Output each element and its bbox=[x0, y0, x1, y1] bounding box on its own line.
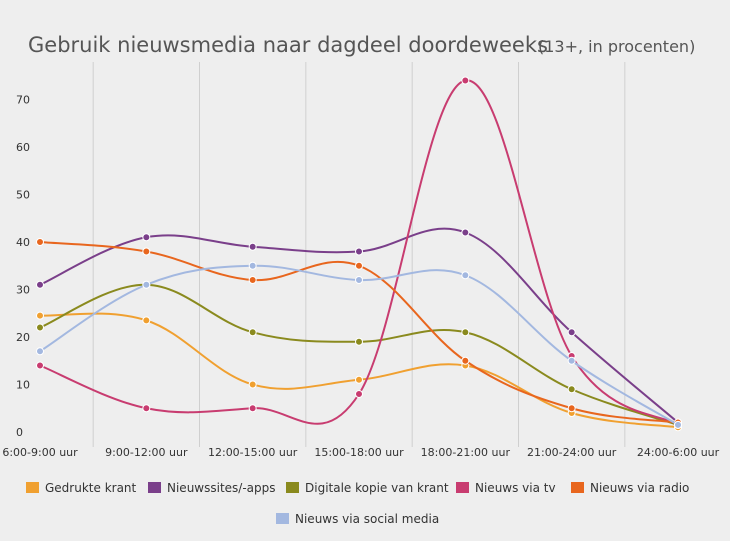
data-point bbox=[355, 337, 363, 346]
data-point bbox=[142, 404, 151, 413]
series-group bbox=[36, 76, 682, 432]
legend-item: Gedrukte krant bbox=[26, 481, 137, 495]
legend-label: Nieuws via social media bbox=[295, 512, 439, 526]
data-point bbox=[567, 385, 576, 394]
series bbox=[36, 238, 682, 427]
y-tick-label: 10 bbox=[16, 379, 30, 392]
x-tick-label: 21:00-24:00 uur bbox=[527, 446, 617, 459]
data-point bbox=[461, 76, 470, 85]
legend-swatch bbox=[456, 482, 469, 493]
data-point bbox=[142, 233, 151, 242]
data-point bbox=[461, 271, 470, 280]
series bbox=[36, 280, 682, 429]
legend-label: Nieuws via radio bbox=[590, 481, 689, 495]
legend-item: Nieuwssites/-apps bbox=[148, 481, 276, 495]
data-point bbox=[567, 356, 576, 365]
data-point bbox=[142, 247, 151, 256]
data-point bbox=[461, 328, 470, 337]
y-tick-label: 50 bbox=[16, 189, 30, 202]
data-point bbox=[355, 375, 363, 384]
y-tick-label: 20 bbox=[16, 331, 30, 344]
data-point bbox=[36, 238, 44, 246]
data-point bbox=[674, 420, 682, 429]
x-tick-label: 6:00-9:00 uur bbox=[2, 446, 78, 459]
x-tick-label: 24:00-6:00 uur bbox=[637, 446, 720, 459]
data-point bbox=[355, 390, 363, 398]
legend-item: Nieuws via tv bbox=[456, 481, 556, 495]
data-point bbox=[36, 361, 44, 370]
legend-label: Digitale kopie van krant bbox=[305, 481, 449, 495]
y-tick-label: 40 bbox=[16, 236, 30, 249]
legend-swatch bbox=[571, 482, 584, 493]
y-axis: 0 10 20 30 40 50 60 70 bbox=[16, 94, 30, 440]
x-tick-label: 15:00-18:00 uur bbox=[314, 446, 404, 459]
legend-swatch bbox=[276, 513, 289, 524]
legend-label: Gedrukte krant bbox=[45, 481, 137, 495]
data-point bbox=[248, 276, 257, 284]
data-point bbox=[461, 356, 470, 365]
data-point bbox=[142, 280, 151, 289]
x-tick-label: 18:00-21:00 uur bbox=[421, 446, 511, 459]
chart-title: Gebruik nieuwsmedia naar dagdeel doordew… bbox=[28, 33, 548, 57]
data-point bbox=[461, 228, 470, 237]
data-point bbox=[36, 311, 44, 320]
series bbox=[36, 261, 682, 429]
data-point bbox=[355, 261, 363, 270]
legend-swatch bbox=[148, 482, 161, 493]
chart-subtitle: (13+, in procenten) bbox=[538, 37, 695, 56]
data-point bbox=[248, 242, 257, 251]
legend-swatch bbox=[286, 482, 299, 493]
grid bbox=[92, 62, 626, 447]
y-tick-label: 30 bbox=[16, 284, 30, 297]
legend-item: Nieuws via social media bbox=[276, 512, 439, 526]
legend-item: Digitale kopie van krant bbox=[286, 481, 449, 495]
y-tick-label: 60 bbox=[16, 141, 30, 154]
y-tick-label: 70 bbox=[16, 94, 30, 107]
legend-item: Nieuws via radio bbox=[571, 481, 689, 495]
legend: Gedrukte krant Nieuwssites/-apps Digitale … bbox=[26, 481, 689, 526]
data-point bbox=[567, 404, 576, 413]
series-line bbox=[39, 79, 679, 426]
data-point bbox=[36, 323, 44, 332]
legend-swatch bbox=[26, 482, 39, 493]
x-tick-label: 9:00-12:00 uur bbox=[105, 446, 188, 459]
legend-label: Nieuwssites/-apps bbox=[167, 481, 276, 495]
data-point bbox=[248, 380, 257, 389]
data-point bbox=[36, 280, 44, 289]
data-point bbox=[36, 347, 44, 356]
data-point bbox=[355, 247, 363, 256]
data-point bbox=[567, 328, 576, 337]
data-point bbox=[355, 276, 363, 284]
data-point bbox=[248, 328, 257, 337]
x-tick-label: 12:00-15:00 uur bbox=[208, 446, 298, 459]
data-point bbox=[248, 261, 257, 270]
series-line bbox=[39, 283, 679, 426]
y-tick-label: 0 bbox=[16, 426, 23, 439]
data-point bbox=[248, 404, 257, 413]
legend-label: Nieuws via tv bbox=[475, 481, 556, 495]
x-axis: 6:00-9:00 uur 9:00-12:00 uur 12:00-15:00 u… bbox=[2, 446, 719, 459]
data-point bbox=[142, 316, 151, 325]
series bbox=[36, 311, 682, 432]
